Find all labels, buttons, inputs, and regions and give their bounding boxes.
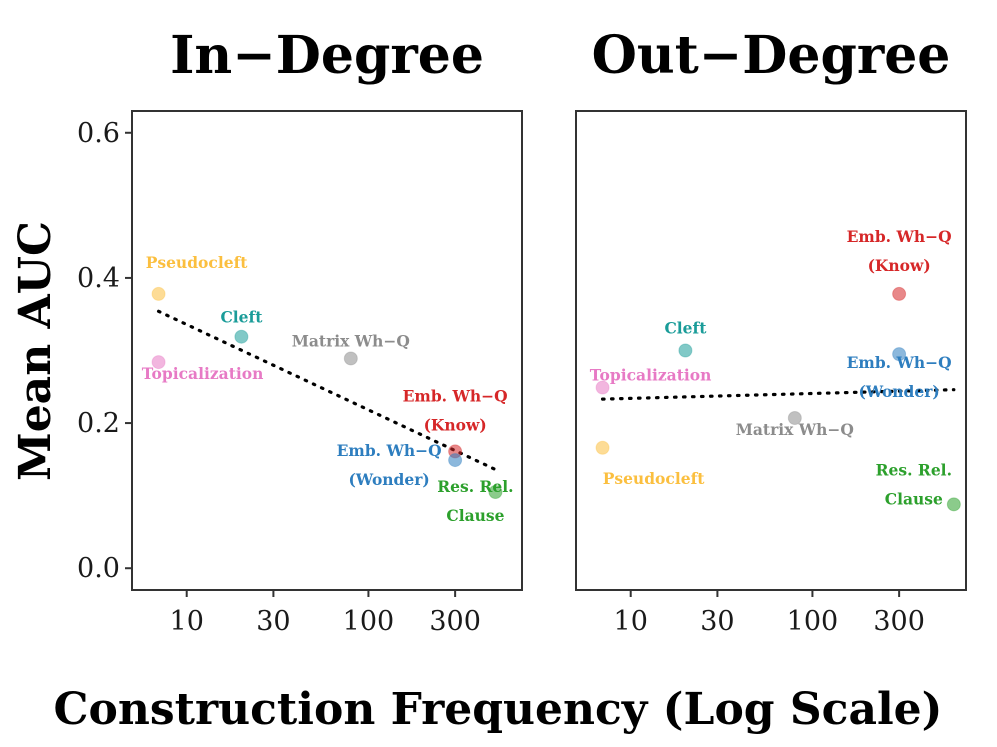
point-label-res-rel-clause: Res. Rel. Clause (876, 460, 952, 508)
trend-line (156, 309, 498, 472)
point-topicalization (151, 355, 166, 370)
y-tick-label: 0.6 (77, 118, 120, 149)
y-axis-title: Mean AUC (10, 221, 61, 481)
x-tick-label: 300 (873, 606, 925, 637)
point-cleft (234, 329, 249, 344)
point-label-topicalization: Topicalization (590, 366, 712, 385)
point-topicalization (595, 380, 610, 395)
point-label-emb-wh-q-wonder: Emb. Wh−Q (Wonder) (337, 441, 442, 489)
point-label-topicalization: Topicalization (142, 364, 264, 383)
x-tick-label: 300 (429, 606, 481, 637)
point-label-res-rel-clause: Res. Rel. Clause (437, 477, 513, 525)
panel-in-degree: 0.0 0.2 0.4 0.6 10 30 100 300 Pseudocleft Cleft To… (77, 110, 523, 637)
x-tick-label: 100 (343, 606, 395, 637)
point-label-pseudocleft: Pseudocleft (603, 469, 706, 488)
y-tick-label: 0.2 (77, 408, 120, 439)
point-res-rel-clause (946, 497, 961, 512)
point-label-emb-wh-q-know: Emb. Wh−Q (Know) (847, 227, 952, 275)
point-cleft (678, 343, 693, 358)
point-pseudocleft (151, 286, 166, 301)
x-tick-label: 10 (170, 606, 204, 637)
point-matrix-wh-q (343, 351, 358, 366)
point-pseudocleft (595, 440, 610, 455)
x-tick-label: 100 (787, 606, 839, 637)
panel-border (575, 110, 967, 591)
point-emb-wh-q-know (892, 286, 907, 301)
y-tick-label: 0.0 (77, 553, 120, 584)
x-tick-label: 30 (256, 606, 290, 637)
point-res-rel-clause (488, 485, 503, 500)
panel-title-in-degree: In−Degree (170, 25, 484, 86)
panel-out-degree: 10 30 100 300 Emb. Wh−Q (Know) Cleft Emb. Wh−Q(… (575, 110, 967, 637)
x-tick-label: 10 (614, 606, 648, 637)
point-label-cleft: Cleft (664, 319, 707, 338)
point-label-matrix-wh-q: Matrix Wh−Q (736, 420, 854, 439)
y-tick-label: 0.4 (77, 263, 120, 294)
x-axis-title: Construction Frequency (Log Scale) (54, 684, 943, 735)
point-label-cleft: Cleft (220, 308, 263, 327)
x-tick-label: 30 (700, 606, 734, 637)
point-label-emb-wh-q-know: Emb. Wh−Q (Know) (403, 386, 508, 434)
point-emb-wh-q-wonder (892, 347, 907, 362)
panel-title-out-degree: Out−Degree (592, 25, 951, 86)
point-label-pseudocleft: Pseudocleft (146, 253, 249, 272)
point-label-emb-wh-q-wonder: Emb. Wh−Q (Wonder) (847, 353, 952, 401)
point-label-matrix-wh-q: Matrix Wh−Q (292, 331, 410, 350)
panel-border (131, 110, 523, 591)
point-emb-wh-q-wonder (448, 453, 463, 468)
point-matrix-wh-q (787, 410, 802, 425)
